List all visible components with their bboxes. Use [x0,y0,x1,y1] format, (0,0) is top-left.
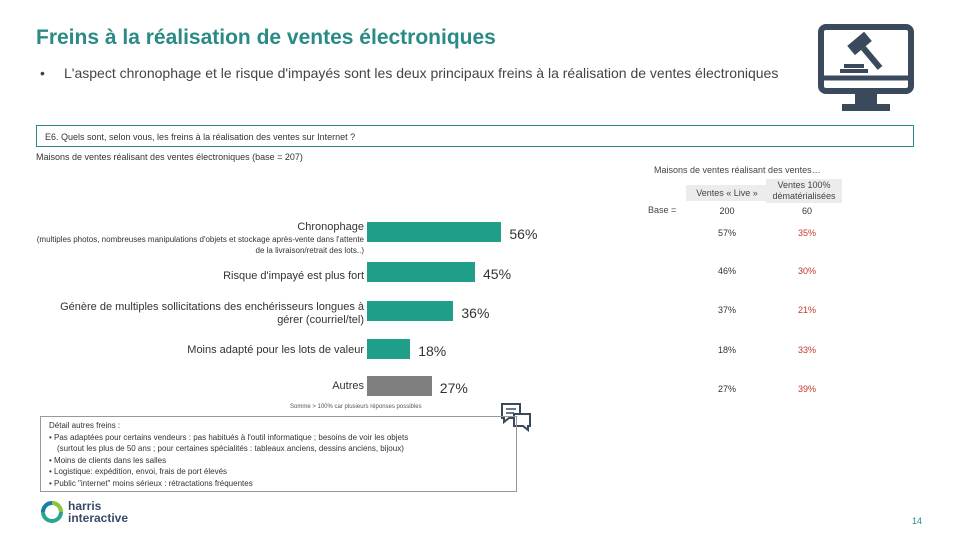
base-dem-value: 60 [801,206,812,216]
auction-monitor-icon [818,24,914,111]
base-note: Maisons de ventes réalisant des ventes é… [36,152,303,162]
dem-value-1: 30% [797,266,816,276]
dem-value-4: 39% [797,384,816,394]
details-item-1-text: (surtout les plus de 50 ans ; pour certa… [57,444,404,453]
dem-value-2: 21% [797,305,816,315]
bar-4 [367,376,432,396]
live-value-0: 57% [717,228,736,238]
live-value-2: 37% [717,305,736,315]
page-title: Freins à la réalisation de ventes électr… [36,26,496,49]
column-dematerialized-header: Ventes 100% dématérialisées [766,179,842,203]
logo-mark-icon [41,501,63,523]
column-dematerialized-line2: dématérialisées [772,191,836,201]
chat-bubbles-icon [501,403,531,432]
question-box: E6. Quels sont, selon vous, les freins à… [36,125,914,147]
dem-value-3: 33% [797,345,816,355]
base-live-value: 200 [719,206,735,216]
category-note-0: (multiples photos, nombreuses manipulati… [36,235,364,255]
details-item-3: • Logistique: expédition, envoi, frais d… [49,467,228,476]
footnote: Somme > 100% car plusieurs réponses poss… [290,404,422,410]
bar-label-0: 56% [509,226,538,242]
bar-1 [367,262,475,282]
details-title: Détail autres freins : [49,421,121,430]
bar-0 [367,222,502,242]
bar-label-2: 36% [461,305,490,321]
bullet-marker: • [40,65,45,81]
logo-line2: interactive [68,511,129,525]
logo-line1: harris [68,499,102,513]
page-number: 14 [911,516,922,526]
bar-3 [367,339,411,359]
column-dematerialized-line1: Ventes 100% [777,180,831,190]
bar-label-1: 45% [483,266,512,282]
bar-2 [367,301,454,321]
details-item-4: • Public "internet" moins sérieux : rétr… [49,478,253,488]
segment-header: Maisons de ventes réalisant des ventes… [654,165,821,175]
summary-text: L'aspect chronophage et le risque d'impa… [64,65,779,81]
details-item-1: (surtout les plus de 50 ans ; pour certa… [49,443,508,455]
harris-interactive-logo: harris interactive [40,500,128,524]
category-label-1: Risque d'impayé est plus fort [223,270,364,282]
base-label: Base = [648,205,677,215]
column-live-header: Ventes « Live » [686,185,768,201]
dem-value-0: 35% [797,228,816,238]
details-item-0: • Pas adaptées pour certains vendeurs : … [49,432,409,442]
other-brakes-details: Détail autres freins : • Pas adaptées po… [40,416,517,492]
summary-bullet: • L'aspect chronophage et le risque d'im… [40,64,800,83]
category-label-0: Chronophage (multiples photos, nombreuse… [34,221,364,256]
category-label-text-0: Chronophage [297,221,364,233]
category-label-4: Autres [332,380,364,392]
live-value-1: 46% [717,266,736,276]
details-item-2: • Moins de clients dans les salles [49,455,167,465]
bar-label-3: 18% [418,343,447,359]
category-label-2: Génère de multiples sollicitations des e… [60,301,364,326]
live-value-4: 27% [717,384,736,394]
bar-label-4: 27% [439,380,468,396]
live-value-3: 18% [717,345,736,355]
category-label-3: Moins adapté pour les lots de valeur [187,344,364,356]
